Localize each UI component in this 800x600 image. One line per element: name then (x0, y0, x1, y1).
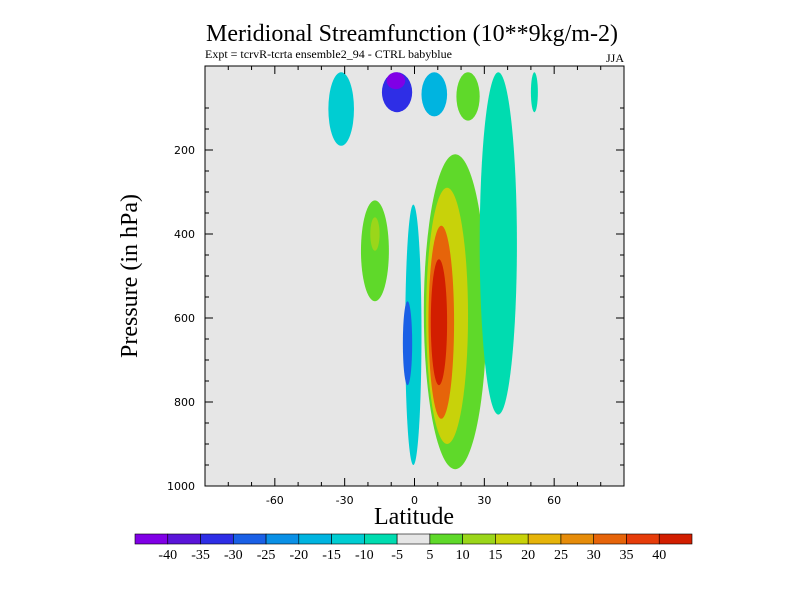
colorbar-swatch-1 (167, 533, 201, 545)
colorbar-swatch-5 (298, 533, 332, 545)
x-tick-label: -60 (266, 494, 284, 507)
tick-labels: -60 -30 0 30 60 200 400 600 800 1000 (167, 144, 561, 507)
colorbar-label: 35 (619, 548, 633, 563)
colorbar-label: 30 (587, 548, 601, 563)
contour-region-14 (530, 72, 538, 113)
colorbar-label: -40 (158, 548, 177, 563)
x-tick-label: -30 (336, 494, 354, 507)
y-tick-label: 1000 (167, 480, 195, 493)
colorbar-label: -5 (391, 548, 403, 563)
colorbar-swatch-7 (364, 533, 398, 545)
colorbar: -40 -35 -30 -25 -20 -15 -10 -5 5 10 15 20 25 30 35 40 (134, 533, 693, 563)
contour-region-12 (456, 72, 480, 121)
colorbar-swatch-2 (200, 533, 234, 545)
colorbar-label: -30 (224, 548, 243, 563)
colorbar-label: -35 (191, 548, 210, 563)
colorbar-label: 40 (652, 548, 666, 563)
colorbar-swatch-6 (331, 533, 365, 545)
colorbar-swatch-13 (560, 533, 595, 545)
y-axis-label: Pressure (in hPa) (117, 194, 143, 358)
contour-region-11 (430, 259, 448, 386)
contour-region-5 (421, 72, 448, 117)
colorbar-label: 5 (426, 548, 433, 563)
colorbar-swatch-14 (593, 533, 627, 545)
colorbar-swatch-3 (232, 533, 267, 545)
colorbar-label: -20 (289, 548, 308, 563)
colorbar-label: 10 (456, 548, 470, 563)
colorbar-swatch-16 (658, 533, 693, 545)
colorbar-label: -15 (322, 548, 341, 563)
colorbar-swatch-10 (462, 533, 496, 545)
contour-region-13 (479, 72, 517, 415)
x-tick-label: 60 (547, 494, 561, 507)
y-tick-label: 200 (174, 144, 195, 157)
y-tick-label: 800 (174, 396, 195, 409)
colorbar-swatch-0 (134, 533, 169, 545)
contour-region-0 (328, 72, 354, 146)
colorbar-swatch-12 (527, 533, 562, 545)
contour-region-3 (405, 204, 422, 466)
season-label: JJA (606, 51, 624, 65)
colorbar-label: -25 (257, 548, 276, 563)
y-tick-label: 400 (174, 228, 195, 241)
y-tick-label: 600 (174, 312, 195, 325)
colorbar-swatch-11 (495, 533, 529, 545)
contour-region-6 (360, 200, 389, 302)
contour-region-4 (402, 301, 413, 386)
contour-regions (328, 72, 538, 470)
tick-marks (205, 66, 624, 486)
chart-subtitle: Expt = tcrvR-tcrta ensemble2_94 - CTRL b… (205, 47, 452, 61)
colorbar-label: 15 (488, 548, 502, 563)
colorbar-label: 25 (554, 548, 568, 563)
colorbar-swatch-15 (626, 533, 660, 545)
contour-region-2 (386, 72, 406, 90)
chart-title: Meridional Streamfunction (10**9kg/m-2) (206, 21, 618, 47)
colorbar-label: 20 (521, 548, 535, 563)
colorbar-swatch-8 (396, 533, 431, 545)
x-tick-label: 30 (477, 494, 491, 507)
colorbar-label: -10 (355, 548, 374, 563)
contour-region-7 (370, 217, 380, 251)
colorbar-swatch-4 (265, 533, 300, 545)
colorbar-swatch-9 (429, 533, 463, 545)
x-axis-label: Latitude (374, 504, 454, 530)
x-tick-label: 0 (411, 494, 418, 507)
